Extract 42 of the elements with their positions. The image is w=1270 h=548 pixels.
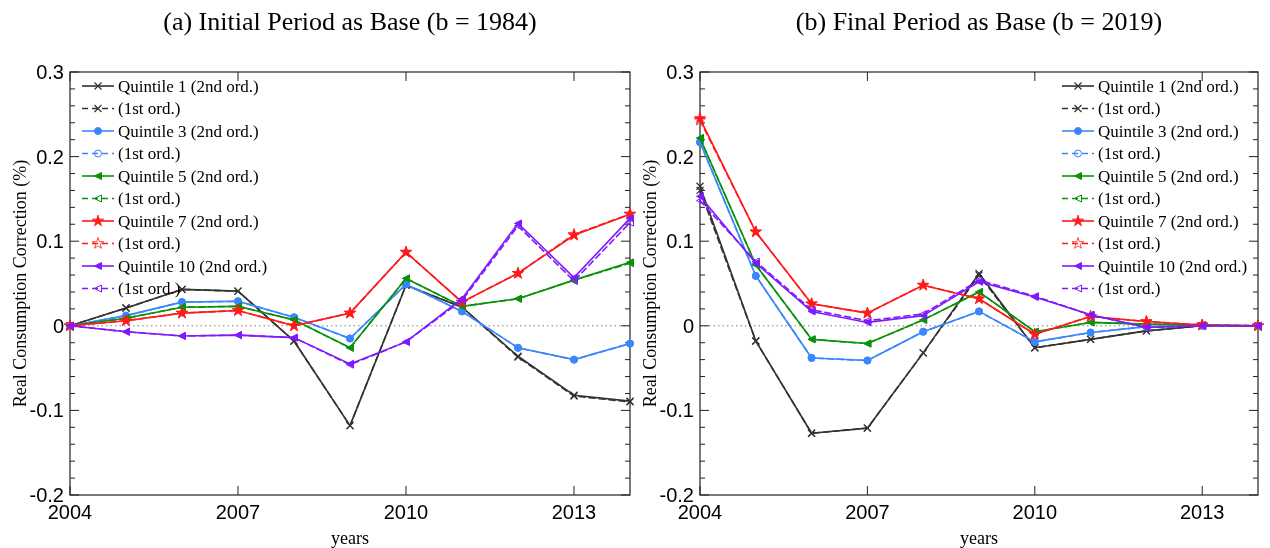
legend-label: Quintile 1 (2nd ord.)	[118, 76, 259, 96]
x-tick-label: 2010	[383, 501, 429, 523]
legend-label: (1st ord.)	[1098, 189, 1161, 209]
legend-label: Quintile 3 (2nd ord.)	[1098, 121, 1239, 141]
x-tick-label: 2007	[215, 501, 261, 523]
y-tick-label: 0	[682, 314, 694, 337]
legend-label: Quintile 10 (2nd ord.)	[1098, 256, 1248, 276]
legend-label: (1st ord.)	[1098, 279, 1161, 299]
x-tick-label: 2007	[845, 501, 890, 523]
y-tick-label: -0.1	[659, 399, 694, 422]
legend-label: (1st ord.)	[118, 144, 181, 164]
legend-label: (1st ord.)	[1098, 99, 1161, 119]
legend-label: Quintile 7 (2nd ord.)	[118, 211, 259, 231]
legend-label: (1st ord.)	[1098, 234, 1161, 254]
chart-title: (b) Final Period as Base (b = 2019)	[795, 7, 1163, 36]
y-axis-title: Real Consumption Correction (%)	[640, 159, 661, 408]
y-tick-label: 0.1	[36, 230, 64, 253]
x-axis-title: years	[331, 528, 369, 548]
legend-label: (1st ord.)	[118, 99, 181, 119]
legend-label: Quintile 3 (2nd ord.)	[118, 121, 259, 141]
x-tick-label: 2013	[1179, 501, 1225, 523]
legend-label: Quintile 5 (2nd ord.)	[1098, 166, 1239, 186]
legend-label: Quintile 7 (2nd ord.)	[1098, 211, 1239, 231]
x-tick-label: 2010	[1012, 501, 1058, 523]
legend-label: Quintile 1 (2nd ord.)	[1098, 76, 1239, 96]
legend-label: (1st ord.)	[118, 234, 181, 254]
legend-label: (1st ord.)	[1098, 144, 1161, 164]
x-tick-label: 2013	[551, 501, 597, 523]
legend-label: (1st ord.)	[118, 189, 181, 209]
y-tick-label: 0.2	[36, 145, 64, 168]
legend-label: (1st ord.)	[118, 279, 181, 299]
y-tick-label: 0.3	[36, 61, 64, 83]
legend-label: Quintile 10 (2nd ord.)	[118, 256, 268, 276]
y-tick-label: 0.2	[666, 145, 694, 168]
chart-title: (a) Initial Period as Base (b = 1984)	[163, 7, 537, 36]
y-tick-label: 0	[52, 314, 64, 337]
y-tick-label: 0.3	[666, 61, 694, 83]
y-tick-label: 0.1	[666, 230, 694, 253]
x-axis-title: years	[960, 528, 998, 548]
legend-label: Quintile 5 (2nd ord.)	[118, 166, 259, 186]
y-axis-title: Real Consumption Correction (%)	[10, 159, 31, 408]
y-tick-label: -0.1	[29, 399, 64, 422]
